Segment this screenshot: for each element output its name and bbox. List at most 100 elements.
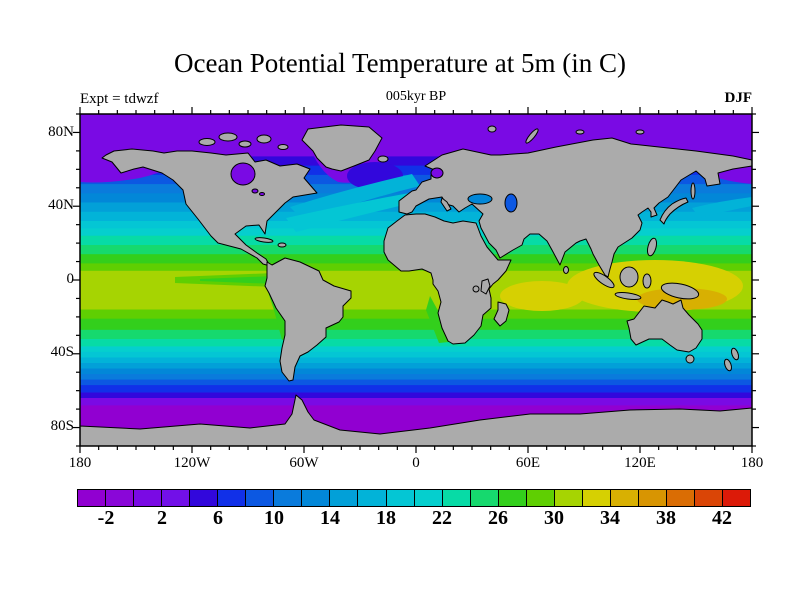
island-sumatra xyxy=(593,271,615,289)
y-tick-label-40s: 40S xyxy=(50,344,74,360)
colorbar-cell xyxy=(329,490,358,506)
colorbar-label: -2 xyxy=(97,507,115,529)
colorbar-label: 18 xyxy=(376,507,396,529)
colorbar-cell xyxy=(525,490,554,506)
colorbar-cell xyxy=(665,490,695,506)
tasmania xyxy=(685,354,695,364)
world-map xyxy=(73,107,759,453)
island-borneo xyxy=(619,266,639,288)
x-tick-label-120w: 120W xyxy=(173,455,211,471)
great-lake-2 xyxy=(259,192,265,196)
x-tick-label-60w: 60W xyxy=(289,455,319,471)
colorbar-cell xyxy=(469,490,498,506)
island-cuba xyxy=(254,237,274,243)
island-ireland xyxy=(472,285,480,293)
equatorial-cold-tongue xyxy=(200,276,275,284)
island-sulawesi xyxy=(642,273,652,289)
colorbar-cell xyxy=(441,490,470,506)
x-tick-label-180w: 180 xyxy=(68,455,92,471)
colorbar-label: 34 xyxy=(600,507,620,529)
chart-title: Ocean Potential Temperature at 5m (in C) xyxy=(174,48,626,78)
island-sri-lanka xyxy=(563,266,569,274)
indian-ocean-warm-pool xyxy=(500,281,584,311)
colorbar-cell xyxy=(497,490,526,506)
island-severnaya-zemlya xyxy=(575,129,585,135)
antarctica xyxy=(80,394,752,446)
colorbar-label: 26 xyxy=(488,507,508,529)
axis-ticks xyxy=(73,107,759,453)
colorbar-label: 30 xyxy=(544,507,564,529)
hudson-bay xyxy=(230,162,256,186)
x-tick-label-120e: 120E xyxy=(624,455,656,471)
island-new-zealand-north xyxy=(731,347,739,361)
island-hispaniola xyxy=(277,242,287,248)
colorbar-cell xyxy=(189,490,218,506)
island-japan xyxy=(659,197,689,225)
south-america xyxy=(264,257,352,382)
colorbar-cell xyxy=(722,490,751,506)
colorbar xyxy=(77,489,751,507)
africa xyxy=(383,213,512,345)
x-tick-label-60e: 60E xyxy=(515,455,541,471)
great-lake-1 xyxy=(251,188,259,194)
inland-water xyxy=(230,162,518,213)
colorbar-cell xyxy=(301,490,330,506)
colorbar-label: 22 xyxy=(432,507,452,529)
colorbar-cell xyxy=(273,490,302,506)
colorbar-label: 38 xyxy=(656,507,676,529)
island-britain xyxy=(480,278,491,295)
y-tick-label-40n: 40N xyxy=(48,197,74,213)
y-tick-label-80s: 80S xyxy=(50,418,74,434)
island-sakhalin xyxy=(690,182,696,200)
continents xyxy=(80,124,752,446)
colorbar-cell xyxy=(581,490,610,506)
colorbar-cell xyxy=(385,490,414,506)
island-philippines xyxy=(646,237,658,257)
colorbar-cell xyxy=(161,490,190,506)
greenland xyxy=(301,124,383,172)
season-label: DJF xyxy=(724,90,753,106)
x-tick-label-0: 0 xyxy=(412,455,420,471)
north-america xyxy=(101,148,318,267)
arctic-island-1 xyxy=(198,138,216,146)
island-java xyxy=(614,292,642,300)
colorbar-cell xyxy=(609,490,638,506)
colorbar-cell xyxy=(357,490,386,506)
colorbar-cell xyxy=(637,490,666,506)
y-tick-label-80n: 80N xyxy=(48,124,74,140)
colorbar-cell xyxy=(133,490,162,506)
colorbar-cell xyxy=(217,490,246,506)
colorbar-cell xyxy=(694,490,723,506)
island-new-zealand-south xyxy=(724,358,732,372)
black-sea xyxy=(467,193,493,205)
australia xyxy=(626,299,703,353)
experiment-label: Expt = tdwzf xyxy=(80,91,159,107)
island-new-siberian xyxy=(635,129,645,135)
madagascar xyxy=(493,301,510,327)
colorbar-label: 10 xyxy=(264,507,284,529)
island-novaya-zemlya xyxy=(525,128,539,144)
colorbar-cell xyxy=(105,490,134,506)
kuroshio-warm-tongue xyxy=(692,197,752,218)
island-svalbard xyxy=(487,125,497,133)
colorbar-cell xyxy=(553,490,582,506)
caspian-sea xyxy=(504,193,518,213)
gulf-stream-warm-tongue xyxy=(290,174,420,221)
island-new-guinea xyxy=(660,282,700,300)
colorbar-label: 14 xyxy=(320,507,340,529)
island-iceland xyxy=(377,155,389,163)
gulf-stream-warm-tongue-2 xyxy=(286,191,425,232)
baltic-sea xyxy=(430,167,444,179)
colorbar-label: 2 xyxy=(157,507,167,529)
arctic-island-2 xyxy=(218,132,238,142)
italy xyxy=(440,197,452,212)
arctic-island-5 xyxy=(277,144,289,150)
arctic-island-3 xyxy=(238,140,252,148)
colorbar-cell xyxy=(78,490,106,506)
colorbar-label: 6 xyxy=(213,507,223,529)
colorbar-cell xyxy=(245,490,274,506)
colorbar-cell xyxy=(413,490,442,506)
arctic-island-4 xyxy=(256,134,272,144)
colorbar-label: 42 xyxy=(712,507,732,529)
